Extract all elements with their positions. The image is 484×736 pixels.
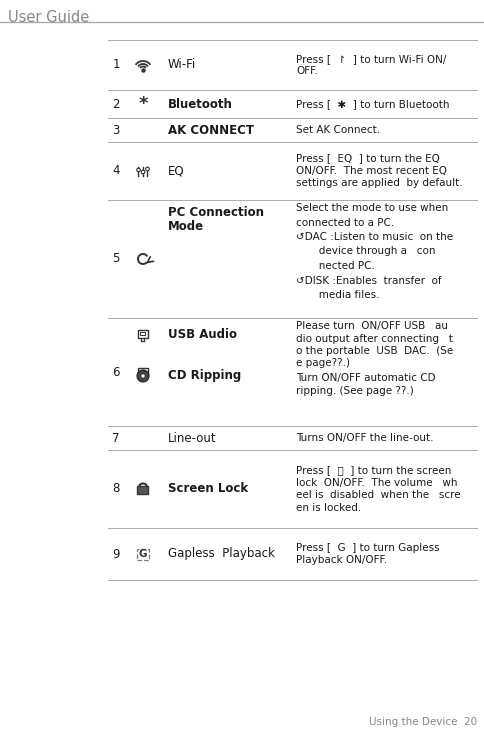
Text: Set AK Connect.: Set AK Connect.	[295, 125, 379, 135]
Bar	[138, 330, 148, 338]
Circle shape	[141, 374, 145, 378]
Text: 1: 1	[112, 58, 120, 71]
Circle shape	[136, 370, 149, 382]
Text: EQ: EQ	[167, 165, 184, 177]
Text: Gapless  Playback: Gapless Playback	[167, 548, 274, 561]
Text: o the portable  USB  DAC.  (Se: o the portable USB DAC. (Se	[295, 346, 453, 356]
Text: en is locked.: en is locked.	[295, 503, 361, 513]
Text: Bluetooth: Bluetooth	[167, 97, 232, 110]
Bar	[136, 548, 149, 559]
Text: 8: 8	[112, 483, 120, 495]
Text: ↺DISK :Enables  transfer  of: ↺DISK :Enables transfer of	[295, 275, 441, 286]
Text: 6: 6	[112, 366, 120, 378]
Text: dio output after connecting   t: dio output after connecting t	[295, 333, 452, 344]
Text: Screen Lock: Screen Lock	[167, 483, 248, 495]
Text: USB Audio: USB Audio	[167, 328, 237, 341]
Text: Mode: Mode	[167, 221, 204, 233]
Text: CD Ripping: CD Ripping	[167, 369, 241, 383]
Text: 4: 4	[112, 165, 120, 177]
Text: Press [  G  ] to turn Gapless: Press [ G ] to turn Gapless	[295, 542, 439, 553]
Text: Select the mode to use when: Select the mode to use when	[295, 203, 447, 213]
Text: Press [  ↾  ] to turn Wi-Fi ON/: Press [ ↾ ] to turn Wi-Fi ON/	[295, 54, 445, 64]
Bar	[138, 368, 148, 376]
Text: lock  ON/OFF.  The volume   wh: lock ON/OFF. The volume wh	[295, 478, 456, 488]
Bar	[140, 332, 145, 335]
Text: OFF.: OFF.	[295, 66, 317, 77]
Text: device through a   con: device through a con	[295, 247, 435, 257]
Text: 2: 2	[112, 97, 120, 110]
Text: nected PC.: nected PC.	[295, 261, 374, 271]
Text: Please turn  ON/OFF USB   au: Please turn ON/OFF USB au	[295, 321, 447, 331]
Bar	[140, 370, 145, 373]
FancyBboxPatch shape	[137, 486, 148, 495]
Text: PC Connection: PC Connection	[167, 207, 263, 219]
Circle shape	[141, 170, 145, 174]
Text: Press [  ✱  ] to turn Bluetooth: Press [ ✱ ] to turn Bluetooth	[295, 99, 449, 109]
Text: eel is  disabled  when the   scre: eel is disabled when the scre	[295, 490, 460, 500]
Text: media files.: media files.	[295, 290, 378, 300]
Text: Wi-Fi: Wi-Fi	[167, 58, 196, 71]
Text: 3: 3	[112, 124, 120, 136]
Text: Press [  EQ  ] to turn the EQ: Press [ EQ ] to turn the EQ	[295, 154, 439, 163]
Text: connected to a PC.: connected to a PC.	[295, 218, 393, 227]
Text: 9: 9	[112, 548, 120, 561]
Text: AK CONNECT: AK CONNECT	[167, 124, 254, 136]
Text: Turns ON/OFF the line-out.: Turns ON/OFF the line-out.	[295, 433, 433, 443]
Text: User Guide: User Guide	[8, 10, 89, 25]
Text: settings are applied  by default.: settings are applied by default.	[295, 179, 462, 188]
Text: Press [  🔒  ] to turn the screen: Press [ 🔒 ] to turn the screen	[295, 465, 451, 475]
Text: G: G	[138, 549, 147, 559]
Text: 7: 7	[112, 431, 120, 445]
Text: ↺DAC :Listen to music  on the: ↺DAC :Listen to music on the	[295, 232, 452, 242]
Circle shape	[136, 169, 140, 171]
Text: ripping. (See page ??.): ripping. (See page ??.)	[295, 386, 413, 396]
Text: Using the Device  20: Using the Device 20	[368, 717, 476, 727]
Text: Turn ON/OFF automatic CD: Turn ON/OFF automatic CD	[295, 373, 435, 383]
Text: *: *	[138, 95, 148, 113]
Circle shape	[145, 167, 149, 171]
Text: e page??.): e page??.)	[295, 358, 349, 369]
Text: Line-out: Line-out	[167, 431, 216, 445]
Text: 5: 5	[112, 252, 120, 266]
Text: Playback ON/OFF.: Playback ON/OFF.	[295, 555, 386, 565]
Text: ON/OFF.  The most recent EQ: ON/OFF. The most recent EQ	[295, 166, 446, 176]
